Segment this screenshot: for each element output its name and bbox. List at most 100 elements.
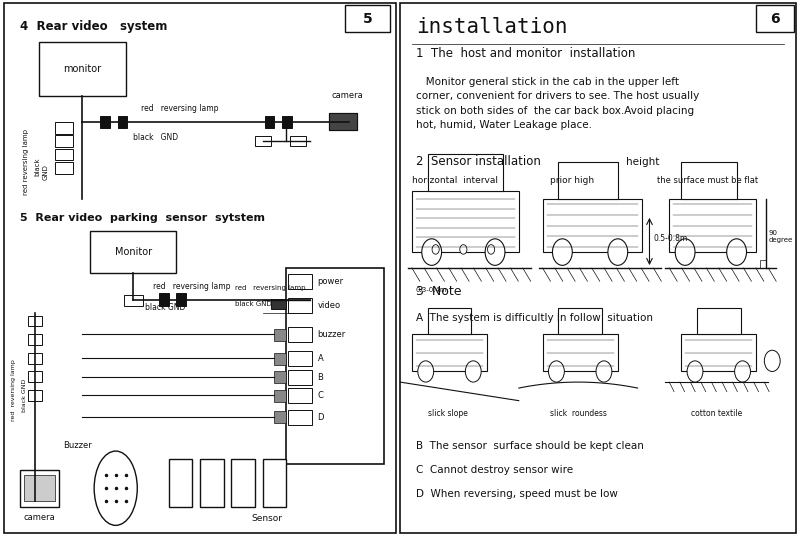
Bar (274, 353, 286, 364)
Bar (542, 334, 618, 371)
Text: red  reversing lamp: red reversing lamp (11, 359, 16, 421)
Bar (265, 116, 274, 129)
Text: A  The system is difficultly in follow  situation: A The system is difficultly in follow si… (416, 314, 653, 323)
Bar (55, 148, 73, 160)
Text: 0.3-0.4m: 0.3-0.4m (416, 287, 447, 293)
Bar (542, 199, 642, 252)
Bar (55, 162, 73, 174)
Bar (760, 260, 766, 268)
Bar (290, 136, 306, 146)
Text: A: A (318, 354, 323, 363)
Text: red reversing lamp: red reversing lamp (22, 129, 29, 195)
Bar (123, 294, 143, 306)
Text: slick slope: slick slope (427, 408, 467, 418)
Ellipse shape (675, 239, 695, 265)
Bar (330, 113, 357, 130)
Text: black GND: black GND (22, 378, 27, 412)
Text: prior high: prior high (550, 176, 594, 185)
Bar (55, 122, 73, 134)
Text: 3  Note: 3 Note (416, 285, 462, 299)
Bar (282, 116, 292, 129)
Text: C  Cannot destroy sensor wire: C Cannot destroy sensor wire (416, 465, 573, 475)
Bar (288, 274, 312, 289)
Ellipse shape (460, 244, 467, 254)
Bar (412, 334, 487, 371)
Bar (288, 389, 312, 403)
Text: 5  Rear video  parking  sensor  sytstem: 5 Rear video parking sensor sytstem (20, 213, 265, 222)
Bar (288, 410, 312, 425)
Bar (20, 470, 59, 507)
Text: buzzer: buzzer (318, 330, 346, 339)
Text: slick  roundess: slick roundess (550, 408, 606, 418)
Ellipse shape (432, 244, 439, 254)
Bar (697, 308, 741, 334)
Bar (288, 298, 312, 313)
Text: C: C (318, 391, 323, 400)
Bar (670, 199, 757, 252)
Bar (412, 191, 518, 252)
Ellipse shape (485, 239, 505, 265)
Text: Monitor: Monitor (114, 247, 152, 257)
Bar (159, 294, 169, 306)
Bar (558, 162, 618, 199)
Text: 5: 5 (362, 12, 372, 26)
Bar (288, 370, 312, 385)
Ellipse shape (418, 361, 434, 382)
Bar (100, 116, 110, 129)
Ellipse shape (734, 361, 750, 382)
Bar (757, 5, 794, 32)
Bar (558, 308, 602, 334)
Bar (681, 162, 737, 199)
Bar (177, 294, 186, 306)
Ellipse shape (466, 361, 481, 382)
Ellipse shape (549, 361, 564, 382)
Text: red   reversing lamp: red reversing lamp (141, 105, 218, 113)
Ellipse shape (608, 239, 628, 265)
Text: camera: camera (23, 513, 55, 522)
Ellipse shape (422, 239, 442, 265)
Bar (274, 411, 286, 423)
Text: 90
degree: 90 degree (768, 229, 793, 243)
Bar (274, 390, 286, 401)
Bar (28, 353, 42, 363)
Ellipse shape (764, 350, 780, 371)
Ellipse shape (553, 239, 572, 265)
Text: black GND: black GND (145, 303, 186, 312)
Bar (24, 475, 55, 502)
Text: B  The sensor  surface should be kept clean: B The sensor surface should be kept clea… (416, 441, 644, 451)
Text: GND: GND (42, 165, 48, 181)
Bar (28, 334, 42, 345)
Text: video: video (318, 301, 341, 310)
Bar (345, 5, 390, 32)
Ellipse shape (687, 361, 703, 382)
Text: Buzzer: Buzzer (63, 441, 92, 450)
Text: 6: 6 (770, 12, 780, 26)
Bar (262, 459, 286, 507)
Text: black   GND: black GND (134, 133, 178, 143)
Text: installation: installation (416, 17, 567, 36)
Text: 0.5-0.8m: 0.5-0.8m (654, 234, 688, 243)
Bar (118, 116, 127, 129)
Bar (169, 459, 192, 507)
Bar (255, 136, 270, 146)
Bar (28, 390, 42, 400)
Ellipse shape (94, 451, 138, 525)
Text: black GND: black GND (235, 301, 272, 307)
Text: B: B (318, 373, 323, 382)
Bar (28, 371, 42, 382)
Text: power: power (318, 277, 344, 286)
Text: Sensor: Sensor (251, 514, 282, 523)
Bar (274, 371, 286, 383)
Text: height: height (626, 157, 659, 167)
Bar (288, 351, 312, 366)
Text: monitor: monitor (63, 64, 102, 74)
Text: cotton textile: cotton textile (691, 408, 742, 418)
Bar (28, 316, 42, 326)
Text: horizontal  interval: horizontal interval (412, 176, 498, 185)
Bar (274, 329, 286, 341)
Bar (200, 459, 223, 507)
Text: D: D (318, 413, 324, 422)
Bar (286, 268, 384, 464)
Bar (90, 231, 177, 273)
Text: Monitor general stick in the cab in the upper left
corner, convenient for driver: Monitor general stick in the cab in the … (416, 77, 699, 130)
